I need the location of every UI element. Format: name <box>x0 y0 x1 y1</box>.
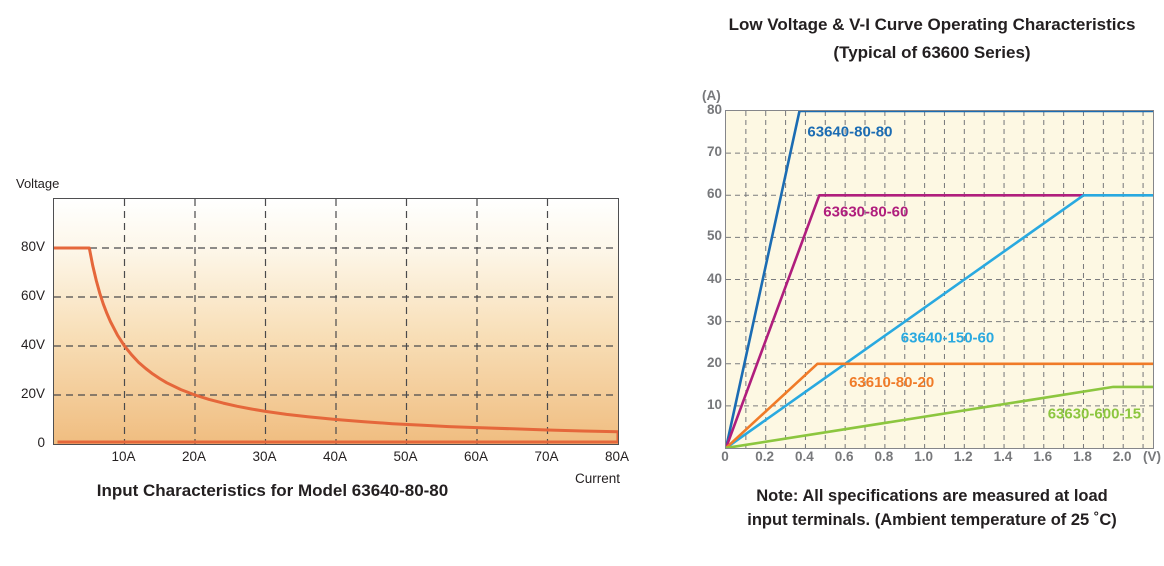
x-tick-label-1.4: 1.4 <box>993 449 1013 464</box>
x-tick-label-50A: 50A <box>393 449 418 464</box>
left-y-axis-ticks: 80V 60V 40V 20V 0 <box>8 198 45 450</box>
y-tick-label-40V: 40V <box>20 337 45 352</box>
right-x-axis-unit: (V) <box>1143 449 1161 464</box>
x-tick-label-2.0: 2.0 <box>1112 449 1132 464</box>
y-tick-label-60V: 60V <box>20 288 45 303</box>
x-tick-label-0.2: 0.2 <box>755 449 775 464</box>
y-tick-label-40: 40 <box>706 270 722 286</box>
x-tick-label-70A: 70A <box>534 449 559 464</box>
vi-curve-plot-area: 63640-80-80 63630-80-60 63640-150-60 63610-… <box>725 110 1154 449</box>
x-tick-label-30A: 30A <box>252 449 277 464</box>
series-label-63630-600-15: 63630-600-15 <box>1048 406 1141 423</box>
x-tick-label-1.8: 1.8 <box>1073 449 1092 464</box>
y-tick-label-50: 50 <box>706 228 722 244</box>
note-line-2: input terminals. (Ambient temperature of… <box>747 511 1117 529</box>
y-tick-label-20: 20 <box>706 354 722 370</box>
left-x-axis-ticks: 10A 20A 30A 40A 50A 60A 70A 80A <box>53 449 629 465</box>
x-tick-label-60A: 60A <box>463 449 489 464</box>
right-y-axis-unit: (A) <box>702 88 721 103</box>
right-chart-subtitle: (Typical of 63600 Series) <box>833 43 1031 62</box>
y-tick-label-80V: 80V <box>20 239 45 254</box>
right-figure-note: Note: All specifications are measured at… <box>700 484 1164 532</box>
series-label-63630-80-60: 63630-80-60 <box>823 203 908 220</box>
y-tick-label-30: 30 <box>706 312 722 328</box>
right-x-axis-ticks: 0 0.2 0.4 0.6 0.8 1.0 1.2 1.4 1.6 1.8 2.0 <box>721 449 1152 465</box>
x-tick-label-0.8: 0.8 <box>874 449 894 464</box>
left-y-axis-title: Voltage <box>16 176 60 191</box>
vi-curve-figure: Low Voltage & V-I Curve Operating Charac… <box>700 0 1164 566</box>
x-tick-label-1.0: 1.0 <box>914 449 933 464</box>
y-tick-label-20V: 20V <box>20 386 45 401</box>
y-tick-label-10: 10 <box>706 396 722 412</box>
series-label-63610-80-20: 63610-80-20 <box>849 374 934 391</box>
y-tick-label-0: 0 <box>37 435 45 450</box>
input-characteristics-figure: Voltage 80V 60V 40V 20V 0 10A 20A 30A 40A 50A 60A… <box>8 176 629 500</box>
x-tick-label-1.6: 1.6 <box>1033 449 1053 464</box>
x-tick-label-10A: 10A <box>111 449 136 464</box>
x-tick-label-1.2: 1.2 <box>953 449 973 464</box>
input-characteristics-plot <box>54 199 618 444</box>
input-characteristics-plot-area <box>53 198 619 445</box>
right-chart-title: Low Voltage & V-I Curve Operating Charac… <box>728 15 1136 34</box>
vi-curve-plot: 63640-80-80 63630-80-60 63640-150-60 63610-… <box>726 111 1153 448</box>
x-tick-label-0: 0 <box>721 449 729 464</box>
x-tick-label-0.6: 0.6 <box>834 449 854 464</box>
x-tick-label-80A: 80A <box>604 449 630 464</box>
note-line-1: Note: All specifications are measured at… <box>756 487 1108 505</box>
y-tick-label-80: 80 <box>706 102 722 117</box>
series-label-63640-150-60: 63640-150-60 <box>901 330 994 347</box>
x-tick-label-20A: 20A <box>181 449 207 464</box>
y-tick-label-60: 60 <box>706 186 722 202</box>
x-tick-label-40A: 40A <box>322 449 348 464</box>
right-y-axis-ticks: 80 70 60 50 40 30 20 10 <box>701 102 722 447</box>
series-label-63640-80-80: 63640-80-80 <box>807 123 892 140</box>
left-x-axis-title: Current <box>574 471 620 486</box>
x-tick-label-0.4: 0.4 <box>795 449 814 464</box>
y-tick-label-70: 70 <box>706 144 722 160</box>
left-figure-caption: Input Characteristics for Model 63640-80… <box>96 481 449 500</box>
